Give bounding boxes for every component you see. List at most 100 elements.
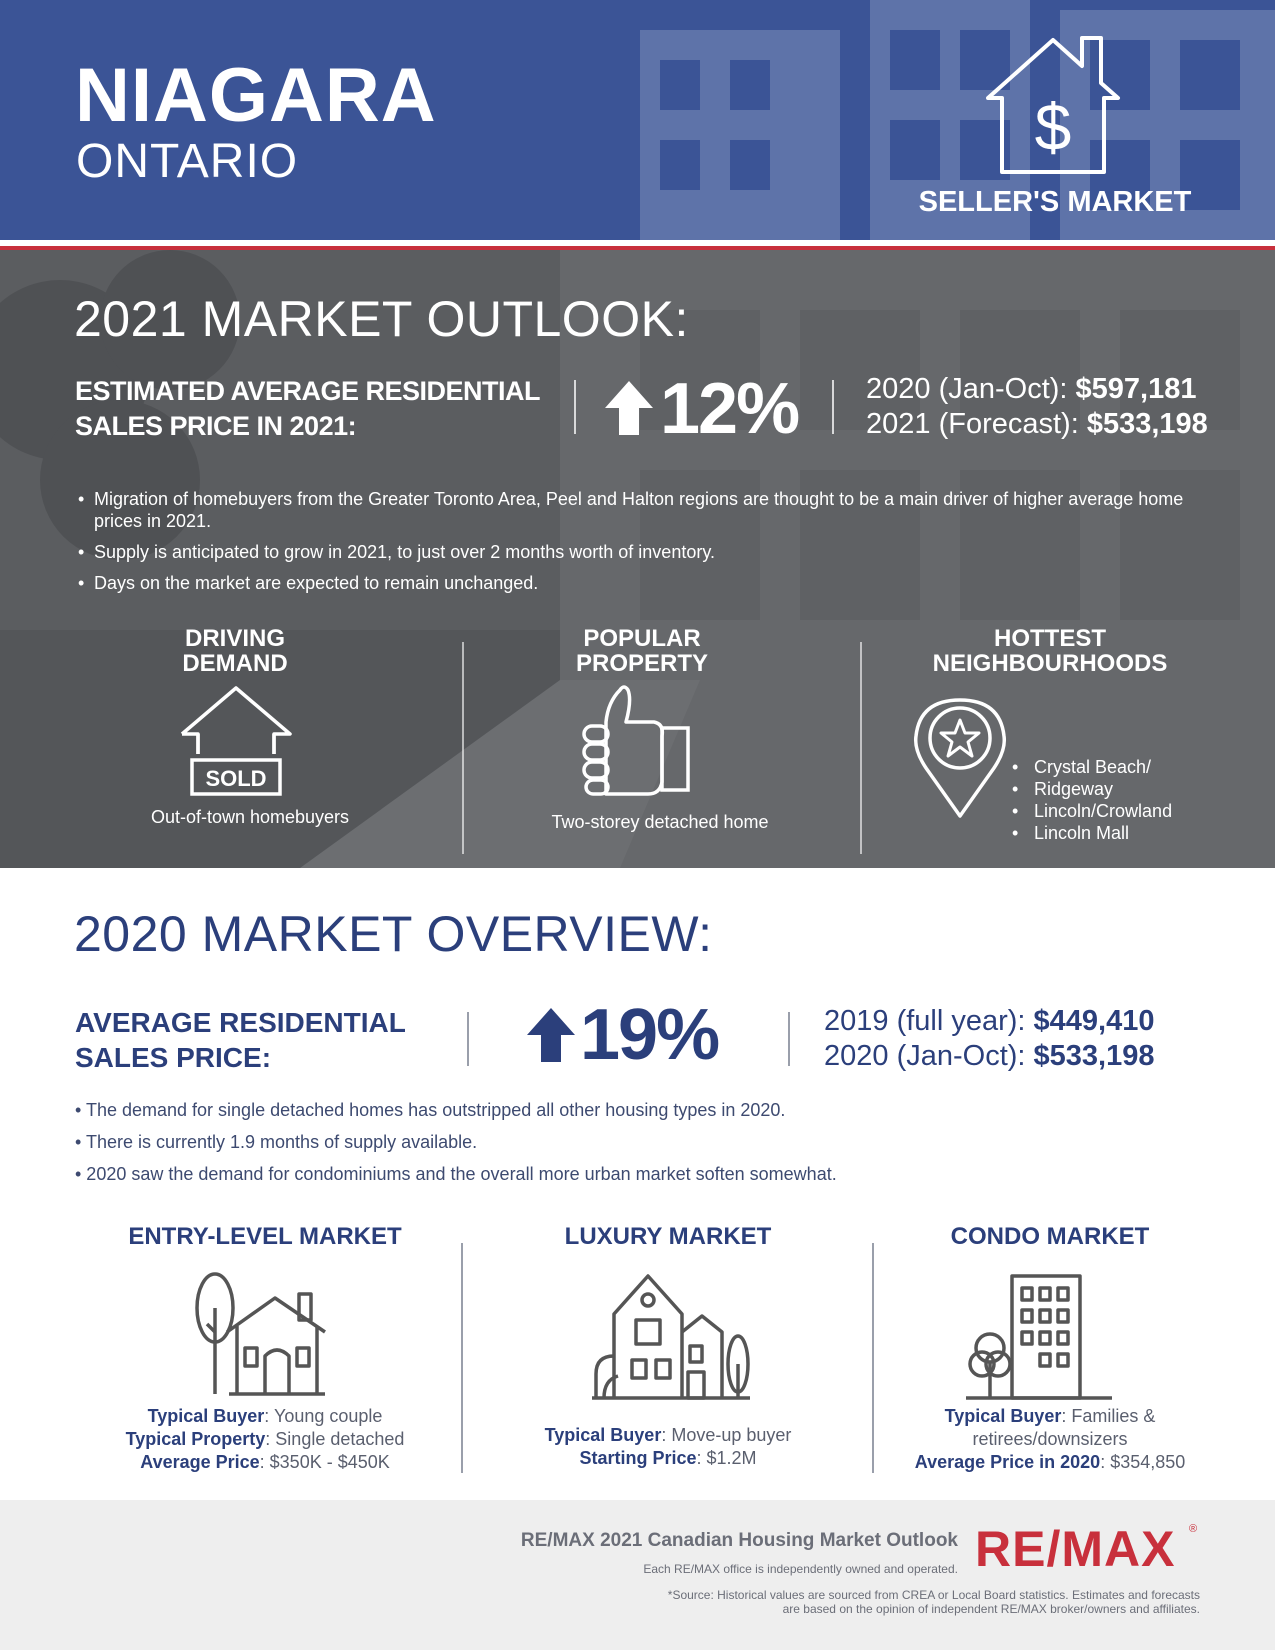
entry-market-details: Typical Buyer: Young couple Typical Prop… xyxy=(90,1405,440,1474)
overview-value1: $449,410 xyxy=(1033,1005,1155,1037)
outlook-price-label: ESTIMATED AVERAGE RESIDENTIAL SALES PRIC… xyxy=(75,374,575,444)
footer: RE/MAX 2021 Canadian Housing Market Outl… xyxy=(0,1500,1275,1650)
overview-label-line2: SALES PRICE: xyxy=(75,1042,272,1073)
list-item-continuation: Ridgeway xyxy=(1012,778,1172,800)
list-item: • 2020 saw the demand for condominiums a… xyxy=(75,1164,837,1184)
sold-sign-text: SOLD xyxy=(205,766,266,791)
overview-values: 2019 (full year): $449,410 2020 (Jan-Oct… xyxy=(824,1004,1155,1074)
list-item: Lincoln Mall xyxy=(1012,822,1172,844)
overview-value2: $533,198 xyxy=(1033,1040,1155,1072)
map-pin-star-icon xyxy=(913,698,1007,818)
detail-value: : $354,850 xyxy=(1100,1452,1186,1472)
divider-white xyxy=(0,240,1275,246)
header-banner: NIAGARA ONTARIO $ SELLER'S MARKET xyxy=(0,0,1275,240)
up-arrow-icon xyxy=(527,1008,575,1062)
detail-value: : $1.2M xyxy=(696,1448,757,1468)
thumbs-up-icon xyxy=(582,685,690,796)
outlook-label-line1: ESTIMATED AVERAGE RESIDENTIAL xyxy=(75,376,541,406)
overview-separator-1 xyxy=(467,1012,469,1066)
popular-property-text: Two-storey detached home xyxy=(551,812,769,832)
list-item-text: Ridgeway xyxy=(1034,779,1114,799)
detail-value: : Families & xyxy=(1061,1406,1156,1426)
outlook-value1-label: 2020 (Jan-Oct): xyxy=(866,373,1076,405)
outlook-change-percent: 12% xyxy=(660,369,800,449)
up-arrow-icon xyxy=(605,381,653,435)
popular-property-heading: POPULAR PROPERTY xyxy=(520,626,764,676)
detail-label: Typical Property xyxy=(125,1429,266,1449)
detail-value: : Single detached xyxy=(265,1429,405,1449)
remax-logo-text: RE/MAX xyxy=(975,1521,1175,1574)
overview-title: 2020 MARKET OVERVIEW: xyxy=(74,906,713,962)
detail-value: : Young couple xyxy=(264,1406,383,1426)
footer-title: RE/MAX 2021 Canadian Housing Market Outl… xyxy=(520,1530,958,1551)
house-dollar-icon: $ xyxy=(986,36,1120,174)
footer-note: Each RE/MAX office is independently owne… xyxy=(643,1562,958,1576)
footer-source: *Source: Historical values are sourced f… xyxy=(500,1588,1200,1616)
province-subtitle: ONTARIO xyxy=(76,135,299,188)
hottest-neighbourhoods-heading: HOTTEST NEIGHBOURHOODS xyxy=(895,626,1205,676)
luxury-market-heading: LUXURY MARKET xyxy=(564,1223,772,1250)
list-item: • The demand for single detached homes h… xyxy=(75,1100,786,1120)
overview-value2-label: 2020 (Jan-Oct): xyxy=(824,1040,1034,1072)
detail-label: Average Price xyxy=(140,1452,260,1472)
list-item: Days on the market are expected to remai… xyxy=(78,572,1188,594)
condo-market-heading: CONDO MARKET xyxy=(950,1223,1150,1250)
remax-logo: RE/MAX ® xyxy=(975,1521,1197,1574)
list-item: • There is currently 1.9 months of suppl… xyxy=(75,1132,478,1152)
list-item: Crystal Beach/ xyxy=(1012,756,1172,778)
list-item: Migration of homebuyers from the Greater… xyxy=(78,488,1188,532)
heading-line: HOTTEST xyxy=(994,625,1106,652)
luxury-house-icon xyxy=(592,1274,750,1400)
outlook-bullets: Migration of homebuyers from the Greater… xyxy=(78,488,1188,603)
source-line: are based on the opinion of independent … xyxy=(782,1602,1200,1616)
registered-mark: ® xyxy=(1189,1523,1197,1535)
driving-demand-heading: DRIVING DEMAND xyxy=(115,626,355,676)
overview-bullets: • The demand for single detached homes h… xyxy=(75,1099,1195,1195)
outlook-separator-2 xyxy=(832,380,834,434)
detail-label: Typical Buyer xyxy=(544,1425,662,1445)
list-item: Supply is anticipated to grow in 2021, t… xyxy=(78,541,1188,563)
luxury-market-details: Typical Buyer: Move-up buyer Starting Pr… xyxy=(500,1424,836,1470)
outlook-title: 2021 MARKET OUTLOOK: xyxy=(74,291,689,347)
detail-value: : Move-up buyer xyxy=(661,1425,792,1445)
divider-red xyxy=(0,246,1275,250)
outlook-value2: $533,198 xyxy=(1086,408,1208,440)
detail-value: retirees/downsizers xyxy=(972,1429,1128,1449)
column-divider xyxy=(872,1243,874,1473)
overview-separator-2 xyxy=(788,1012,790,1066)
column-divider xyxy=(462,642,464,854)
condo-market-details: Typical Buyer: Families & retirees/downs… xyxy=(880,1405,1220,1474)
overview-label-line1: AVERAGE RESIDENTIAL xyxy=(75,1007,406,1038)
column-divider xyxy=(860,642,862,854)
outlook-label-line2: SALES PRICE IN 2021: xyxy=(75,411,357,441)
overview-value1-label: 2019 (full year): xyxy=(824,1005,1034,1037)
heading-line: DRIVING xyxy=(184,625,285,652)
svg-text:$: $ xyxy=(1035,90,1072,164)
market-type-label: SELLER'S MARKET xyxy=(918,186,1192,218)
column-divider xyxy=(461,1243,463,1473)
detail-label: Typical Buyer xyxy=(147,1406,265,1426)
list-item: Lincoln/Crowland xyxy=(1012,800,1172,822)
driving-demand-text: Out-of-town homebuyers xyxy=(150,807,350,827)
outlook-value1: $597,181 xyxy=(1075,373,1197,405)
heading-line: POPULAR xyxy=(583,625,701,652)
house-tree-icon xyxy=(195,1272,326,1396)
neighbourhood-list: Crystal Beach/ Ridgeway Lincoln/Crowland… xyxy=(1012,756,1172,844)
heading-line: DEMAND xyxy=(182,650,288,677)
detail-value: : $350K - $450K xyxy=(259,1452,390,1472)
heading-line: NEIGHBOURHOODS xyxy=(932,650,1168,677)
heading-line: PROPERTY xyxy=(575,650,709,677)
outlook-separator-1 xyxy=(574,380,576,434)
entry-market-heading: ENTRY-LEVEL MARKET xyxy=(128,1223,402,1250)
outlook-value2-label: 2021 (Forecast): xyxy=(866,408,1087,440)
outlook-section: 2021 MARKET OUTLOOK: ESTIMATED AVERAGE R… xyxy=(0,250,1275,868)
overview-price-label: AVERAGE RESIDENTIAL SALES PRICE: xyxy=(75,1005,406,1075)
condo-building-icon xyxy=(966,1274,1112,1400)
detail-label: Typical Buyer xyxy=(944,1406,1062,1426)
city-title: NIAGARA xyxy=(75,53,437,138)
house-sold-icon: SOLD xyxy=(180,686,292,796)
outlook-values: 2020 (Jan-Oct): $597,181 2021 (Forecast)… xyxy=(866,372,1208,442)
detail-label: Starting Price xyxy=(579,1448,697,1468)
detail-label: Average Price in 2020 xyxy=(914,1452,1101,1472)
overview-change-percent: 19% xyxy=(580,995,720,1075)
